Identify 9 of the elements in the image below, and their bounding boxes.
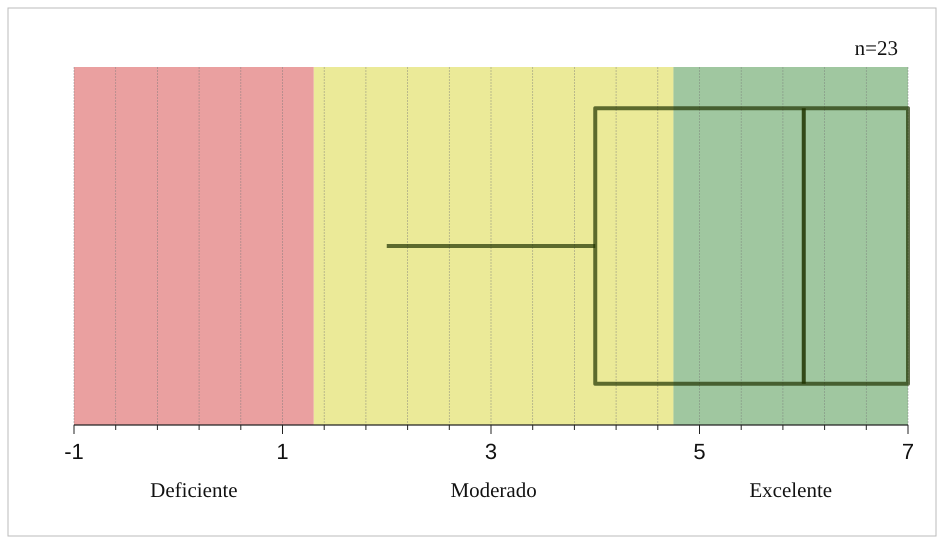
x-tick-label: 3 bbox=[484, 439, 498, 464]
text: n=23 bbox=[854, 36, 898, 60]
x-tick-label: 1 bbox=[276, 439, 289, 464]
x-tick-label: 5 bbox=[693, 439, 706, 464]
x-tick-label: 7 bbox=[902, 439, 914, 464]
x-tick-label: -1 bbox=[64, 439, 84, 464]
band-label: Excelente bbox=[749, 478, 832, 502]
band-label: Deficiente bbox=[150, 478, 238, 502]
band-label: Moderado bbox=[450, 478, 537, 502]
